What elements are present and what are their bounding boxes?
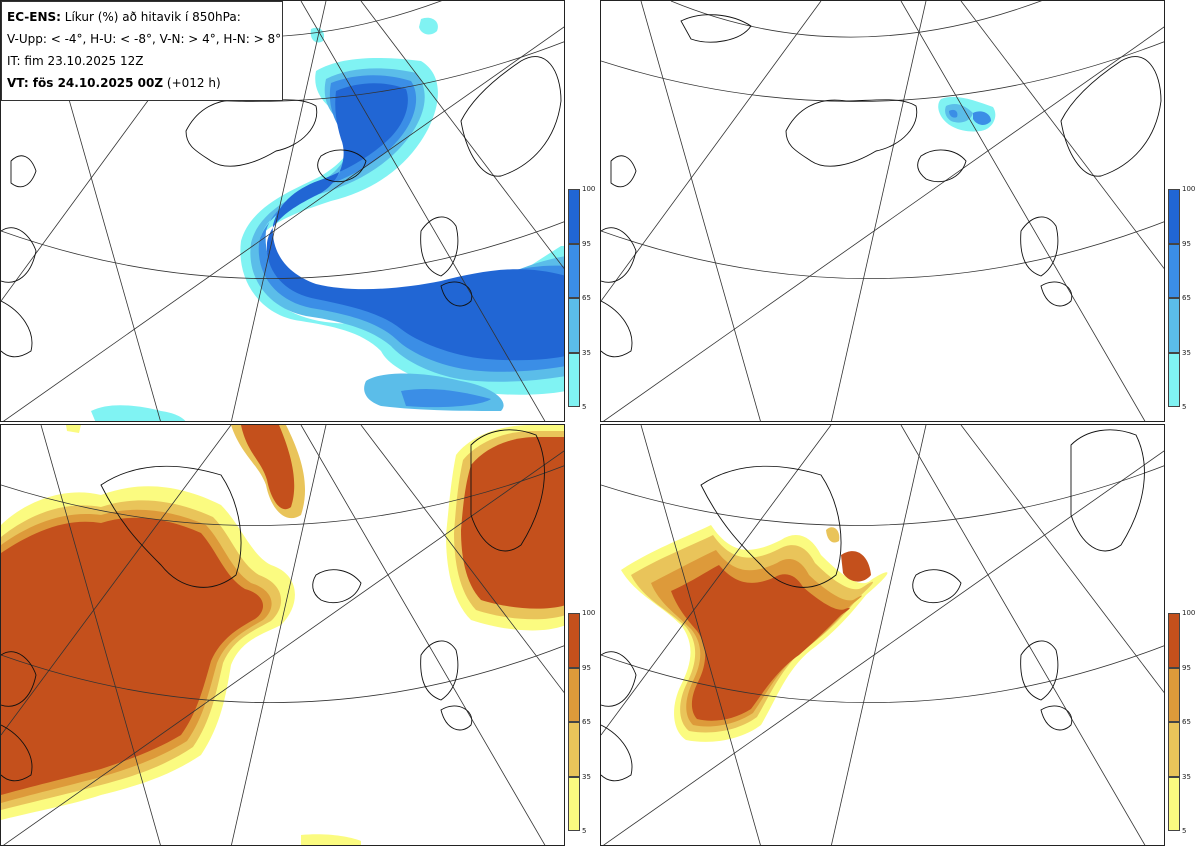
colorbar-segment [1168,298,1180,353]
colorbar-segment [1168,189,1180,244]
colorbar-tick: 65 [582,294,591,302]
colorbar-segment [1168,668,1180,722]
coastlines [1,429,545,782]
colorbar-tick: 5 [1182,827,1187,835]
colorbar-segment [568,244,580,298]
map-legend: EC-ENS: Líkur (%) að hitavik í 850hPa: V… [1,1,283,101]
colorbar-orange-bottom-right: 100 95 65 35 5 [1168,609,1195,835]
colorbar-tick: 95 [582,664,591,672]
map-canvas [1,1,564,421]
colorbar-segment [568,353,580,407]
colorbar-tick: 65 [1182,718,1191,726]
graticule [1,1,564,421]
colorbar-tick: 100 [1182,609,1196,617]
colorbar-orange-bottom-left: 100 95 65 35 5 [568,609,595,835]
legend-title: Líkur (%) að hitavik í 850hPa: [60,10,241,24]
probability-field [621,525,888,742]
probability-field [91,17,564,421]
colorbar-tick: 100 [1182,185,1196,193]
colorbar-segment [1168,353,1180,407]
colorbar-tick: 100 [582,185,596,193]
colorbar-tick: 95 [1182,664,1191,672]
map-canvas [1,425,564,845]
map-canvas [601,1,1164,421]
colorbar-tick: 65 [582,718,591,726]
probability-field [1,425,564,845]
coastlines [601,14,1162,358]
colorbar-tick: 100 [582,609,596,617]
colorbar-segment [568,777,580,831]
colorbar-tick: 95 [1182,240,1191,248]
colorbar-segment [568,298,580,353]
colorbar-tick: 35 [582,349,591,357]
colorbar-segment [568,613,580,668]
colorbar-segment [1168,613,1180,668]
coastlines [601,429,1145,782]
initial-time: IT: fim 23.10.2025 12Z [7,54,144,68]
colorbar-tick: 35 [582,773,591,781]
graticule [601,425,1164,845]
colorbar-tick: 35 [1182,773,1191,781]
colorbar-tick: 95 [582,240,591,248]
colorbar-segment [568,722,580,777]
colorbar-tick: 65 [1182,294,1191,302]
legend-thresholds: V-Upp: < -4°, H-U: < -8°, V-N: > 4°, H-N… [7,32,282,46]
colorbar-segment [1168,722,1180,777]
colorbar-tick: 5 [582,827,587,835]
colorbar-segment [1168,244,1180,298]
colorbar-segment [1168,777,1180,831]
colorbar-tick: 35 [1182,349,1191,357]
colorbar-tick: 5 [582,403,587,411]
colorbar-segment [568,189,580,244]
map-panel-top-left: EC-ENS: Líkur (%) að hitavik í 850hPa: V… [0,0,565,422]
map-canvas [601,425,1164,845]
colorbar-blue-top-left: 100 95 65 35 5 [568,185,595,411]
map-panel-top-right [600,0,1165,422]
valid-time: VT: fös 24.10.2025 00Z [7,76,164,90]
colorbar-segment [568,668,580,722]
forecast-step: (+012 h) [163,76,221,90]
colorbar-blue-top-right: 100 95 65 35 5 [1168,185,1195,411]
graticule [1,425,564,845]
graticule [601,1,1164,421]
model-label: EC-ENS: [7,10,61,24]
map-panel-bottom-right [600,424,1165,846]
colorbar-tick: 5 [1182,403,1187,411]
map-panel-bottom-left [0,424,565,846]
